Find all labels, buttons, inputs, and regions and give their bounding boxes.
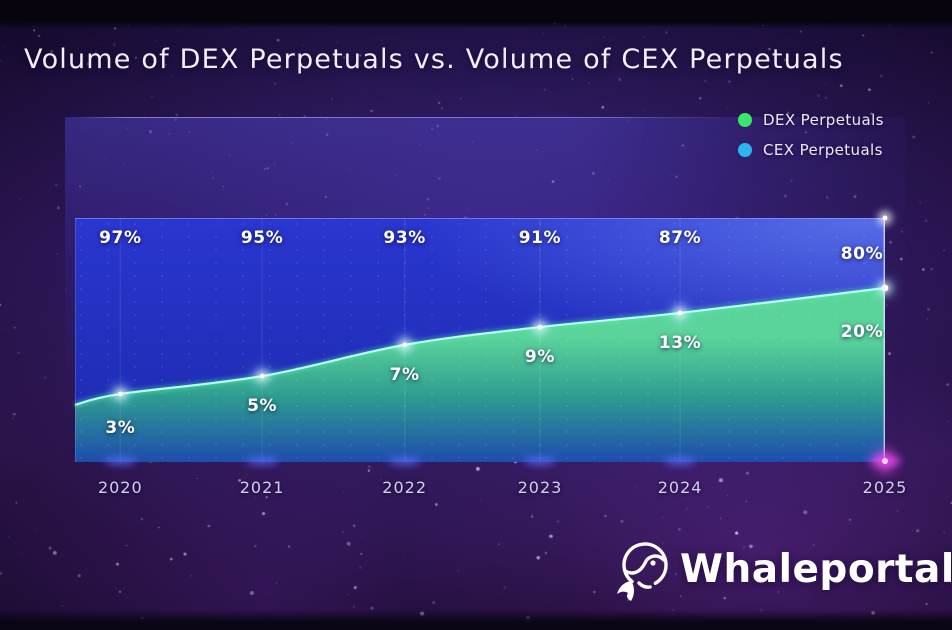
backdrop-top-edge [77,117,737,118]
chart-title: Volume of DEX Perpetuals vs. Volume of C… [24,44,844,75]
legend-label-cex: CEX Perpetuals [763,140,883,159]
chart-plot-area [74,211,915,471]
letterbox-top [0,0,952,28]
whaleportal-wordmark: Whaleportal [680,546,952,592]
dex-legend-dot-icon [738,112,752,127]
corner-sparkle-core [882,215,888,221]
letterbox-bottom [0,610,952,630]
corner-glow-core [882,458,888,464]
chart-legend: DEX Perpetuals CEX Perpetuals [738,108,884,161]
dot-grid [75,218,885,462]
dex-share-line [74,286,886,406]
legend-item-dex: DEX Perpetuals [738,108,884,131]
stacked-area-svg [74,211,915,471]
legend-label-dex: DEX Perpetuals [763,110,884,129]
whale-icon [617,542,668,601]
legend-item-cex: CEX Perpetuals [738,138,884,161]
year-gridlines [119,218,681,462]
whaleportal-logo: Whaleportal [612,537,952,601]
cex-legend-dot-icon [738,142,752,157]
